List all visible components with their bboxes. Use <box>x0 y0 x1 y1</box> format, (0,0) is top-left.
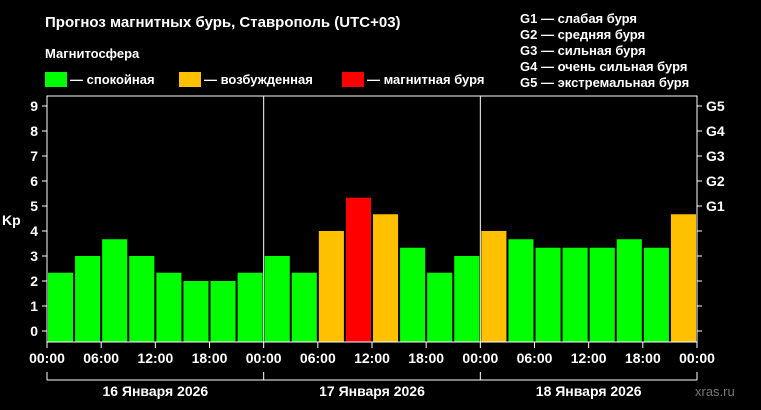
kp-bar <box>454 256 480 342</box>
day-label: 16 Января 2026 <box>102 383 208 399</box>
kp-bar <box>508 239 534 342</box>
y-tick-label: 6 <box>30 173 38 189</box>
kp-bar <box>643 247 669 342</box>
chart-title: Прогноз магнитных бурь, Ставрополь (UTC+… <box>45 14 401 31</box>
y-tick-label: 8 <box>30 123 38 139</box>
kp-bar <box>75 256 101 342</box>
legend-label-quiet: — спокойная <box>70 72 155 87</box>
x-tick-label: 12:00 <box>137 350 173 366</box>
storm-scale-item: G3 — сильная буря <box>520 43 646 58</box>
storm-scale-item: G4 — очень сильная буря <box>520 59 688 74</box>
kp-bar <box>562 247 588 342</box>
kp-bar <box>400 247 426 342</box>
y-tick-label: 9 <box>30 98 38 114</box>
y-tick-label: 0 <box>30 323 38 339</box>
kp-bar <box>670 214 696 342</box>
y-tick-label: 4 <box>30 223 38 239</box>
y-tick-label: 7 <box>30 148 38 164</box>
storm-scale-item: G5 — экстремальная буря <box>520 75 690 90</box>
kp-bar <box>589 247 615 342</box>
watermark: xras.ru <box>695 384 735 399</box>
x-tick-label: 00:00 <box>29 350 65 366</box>
kp-bar <box>183 281 209 342</box>
g-scale-label: G1 <box>706 198 725 214</box>
kp-bar <box>210 281 236 342</box>
legend-swatch-unsettled <box>179 72 201 87</box>
y-tick-label: 3 <box>30 248 38 264</box>
kp-bar <box>427 272 453 342</box>
legend-swatch-storm <box>342 72 364 87</box>
kp-bar <box>291 272 317 342</box>
x-tick-label: 12:00 <box>354 350 390 366</box>
kp-bar <box>237 272 263 342</box>
x-tick-label: 18:00 <box>625 350 661 366</box>
y-axis-label: Kp <box>2 212 21 228</box>
kp-bar <box>129 256 155 342</box>
g-scale-label: G2 <box>706 173 725 189</box>
kp-bar <box>48 272 74 342</box>
kp-bar <box>156 272 182 342</box>
x-tick-label: 12:00 <box>571 350 607 366</box>
g-scale-label: G5 <box>706 98 725 114</box>
kp-bar <box>318 231 344 342</box>
y-tick-label: 2 <box>30 273 38 289</box>
legend-swatch-quiet <box>45 72 67 87</box>
kp-bar <box>102 239 128 342</box>
x-tick-label: 00:00 <box>462 350 498 366</box>
kp-bar <box>616 239 642 342</box>
kp-bar <box>373 214 399 342</box>
y-tick-label: 5 <box>30 198 38 214</box>
kp-bar <box>345 197 371 342</box>
x-tick-label: 18:00 <box>408 350 444 366</box>
x-tick-label: 18:00 <box>192 350 228 366</box>
magnetosphere-label: Магнитосфера <box>45 46 140 61</box>
kp-bar <box>264 256 290 342</box>
x-tick-label: 06:00 <box>83 350 119 366</box>
x-tick-label: 00:00 <box>679 350 715 366</box>
kp-bar <box>481 231 507 342</box>
storm-scale-item: G2 — средняя буря <box>520 27 646 42</box>
storm-scale-item: G1 — слабая буря <box>520 11 638 26</box>
g-scale-label: G3 <box>706 148 725 164</box>
legend-label-unsettled: — возбужденная <box>204 72 313 87</box>
g-scale-label: G4 <box>706 123 725 139</box>
day-label: 17 Января 2026 <box>319 383 425 399</box>
x-tick-label: 06:00 <box>300 350 336 366</box>
x-tick-label: 06:00 <box>517 350 553 366</box>
kp-bar <box>535 247 561 342</box>
legend-label-storm: — магнитная буря <box>367 72 485 87</box>
day-label: 18 Января 2026 <box>536 383 642 399</box>
x-tick-label: 00:00 <box>246 350 282 366</box>
y-tick-label: 1 <box>30 298 38 314</box>
